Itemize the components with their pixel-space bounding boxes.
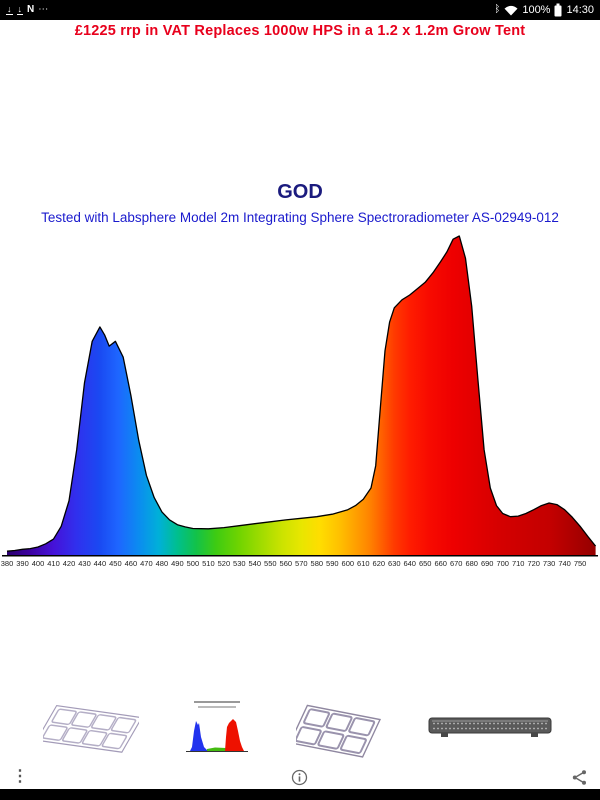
- svg-text:450: 450: [109, 559, 122, 568]
- svg-text:610: 610: [357, 559, 370, 568]
- svg-text:680: 680: [465, 559, 478, 568]
- download-icon: ↓: [16, 4, 23, 15]
- svg-text:590: 590: [326, 559, 339, 568]
- svg-text:570: 570: [295, 559, 308, 568]
- battery-percent: 100%: [522, 4, 551, 16]
- chart-subtitle: Tested with Labsphere Model 2m Integrati…: [41, 210, 559, 225]
- bluetooth-icon: ᛒ: [494, 4, 501, 15]
- svg-text:580: 580: [311, 559, 324, 568]
- spectrum-outline: [6, 235, 597, 552]
- svg-text:740: 740: [558, 559, 571, 568]
- svg-text:600: 600: [342, 559, 355, 568]
- wifi-icon: [504, 5, 518, 16]
- chart-title: GOD: [277, 181, 323, 203]
- status-bar: ↓ ↓ N ⋯ ᛒ 100% 14:30: [0, 0, 600, 20]
- svg-text:630: 630: [388, 559, 401, 568]
- svg-text:490: 490: [171, 559, 184, 568]
- promo-banner: £1225 rrp in VAT Replaces 1000w HPS in a…: [74, 23, 526, 39]
- svg-text:750: 750: [574, 559, 587, 568]
- clock: 14:30: [566, 4, 594, 16]
- led-fixture-top-thumbnail[interactable]: [295, 697, 382, 759]
- share-icon[interactable]: [571, 769, 588, 786]
- spectrum-chart-thumbnail[interactable]: [182, 697, 253, 759]
- download-icon: ↓: [6, 4, 13, 15]
- led-fixture-angled-thumbnail[interactable]: [43, 697, 140, 759]
- svg-text:410: 410: [47, 559, 60, 568]
- svg-text:500: 500: [187, 559, 200, 568]
- svg-text:670: 670: [450, 559, 463, 568]
- svg-text:730: 730: [543, 559, 556, 568]
- svg-text:460: 460: [125, 559, 138, 568]
- svg-text:710: 710: [512, 559, 525, 568]
- svg-text:430: 430: [78, 559, 91, 568]
- svg-text:510: 510: [202, 559, 215, 568]
- svg-text:620: 620: [373, 559, 386, 568]
- svg-text:640: 640: [403, 559, 416, 568]
- svg-text:420: 420: [63, 559, 76, 568]
- svg-text:690: 690: [481, 559, 494, 568]
- thumbnail-strip: [0, 692, 600, 764]
- status-bar-left: ↓ ↓ N ⋯: [6, 4, 48, 16]
- svg-text:520: 520: [218, 559, 231, 568]
- bottom-toolbar: ⋮: [0, 765, 600, 789]
- spectrum-chart: 380 390 400 410 420 430 440 450 460 470 480 490 500 5…: [1, 235, 598, 568]
- svg-text:700: 700: [496, 559, 509, 568]
- battery-icon: [554, 3, 562, 17]
- svg-text:550: 550: [264, 559, 277, 568]
- svg-text:400: 400: [32, 559, 45, 568]
- svg-text:530: 530: [233, 559, 246, 568]
- svg-text:390: 390: [16, 559, 29, 568]
- more-status-icon: ⋯: [38, 4, 49, 15]
- spectrum-area: [7, 236, 596, 555]
- led-bar-thumbnail[interactable]: [425, 708, 557, 748]
- x-axis-ticks: 380 390 400 410 420 430 440 450 460 470 480 490 500 5…: [1, 559, 587, 568]
- svg-text:660: 660: [434, 559, 447, 568]
- svg-text:480: 480: [156, 559, 169, 568]
- svg-text:470: 470: [140, 559, 153, 568]
- svg-text:650: 650: [419, 559, 432, 568]
- status-bar-right: ᛒ 100% 14:30: [494, 3, 594, 17]
- android-nav-bar: [0, 789, 600, 800]
- overflow-menu-icon[interactable]: ⋮: [12, 768, 28, 785]
- svg-text:380: 380: [1, 559, 14, 568]
- svg-text:440: 440: [94, 559, 107, 568]
- nfc-icon: N: [27, 4, 35, 15]
- svg-text:720: 720: [527, 559, 540, 568]
- svg-text:560: 560: [280, 559, 293, 568]
- info-icon[interactable]: [291, 769, 308, 786]
- svg-text:540: 540: [249, 559, 262, 568]
